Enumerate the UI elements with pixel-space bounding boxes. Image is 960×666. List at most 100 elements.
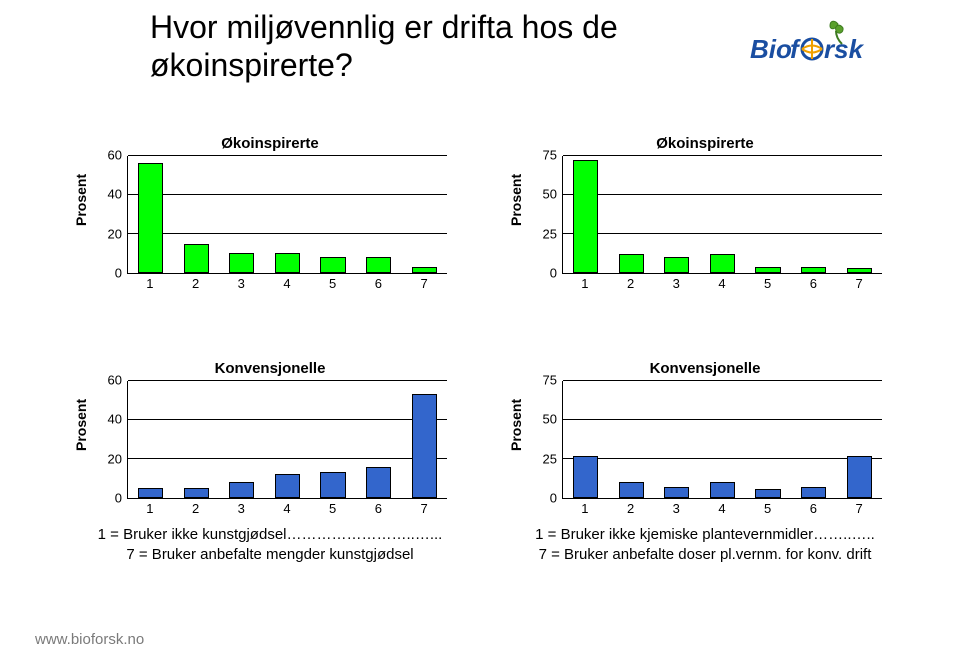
x-tick-labels: 1 2 3 4 5 6 7 xyxy=(127,501,447,521)
chart-caption: 1 = Bruker ikke kjemiske plantevernmidle… xyxy=(520,525,890,564)
bar xyxy=(275,253,300,273)
bar xyxy=(573,456,598,498)
bar xyxy=(847,456,872,498)
x-tick-label: 2 xyxy=(192,501,199,516)
x-tick-label: 3 xyxy=(673,501,680,516)
caption-line: 7 = Bruker anbefalte mengder kunstgjødse… xyxy=(85,545,455,565)
y-tick-label: 40 xyxy=(108,412,122,427)
bar xyxy=(619,482,644,498)
x-tick-label: 6 xyxy=(375,276,382,291)
x-tick-label: 3 xyxy=(673,276,680,291)
y-tick-label: 0 xyxy=(115,266,122,281)
y-tick-label: 40 xyxy=(108,187,122,202)
chart-konvensjonelle-kunstgjodsel: KonvensjonelleProsent020406012345671 = B… xyxy=(85,360,455,564)
svg-text:rsk: rsk xyxy=(824,34,865,64)
x-tick-label: 3 xyxy=(238,501,245,516)
bar xyxy=(619,254,644,273)
caption-line: 1 = Bruker ikke kunstgjødsel……………………..….… xyxy=(85,525,455,545)
bar-group xyxy=(563,381,882,498)
plot-area: 0255075 xyxy=(562,156,882,274)
x-tick-label: 1 xyxy=(581,276,588,291)
bar xyxy=(412,267,437,273)
y-tick-label: 75 xyxy=(543,148,557,163)
x-tick-label: 1 xyxy=(146,501,153,516)
chart-title: Økoinspirerte xyxy=(520,135,890,152)
x-tick-label: 2 xyxy=(627,501,634,516)
bioforsk-logo: Bio f rsk xyxy=(750,18,890,73)
y-tick-label: 50 xyxy=(543,187,557,202)
bar xyxy=(320,472,345,498)
chart-caption: 1 = Bruker ikke kunstgjødsel……………………..….… xyxy=(85,525,455,564)
y-tick-label: 50 xyxy=(543,412,557,427)
y-tick-label: 20 xyxy=(108,226,122,241)
x-tick-label: 5 xyxy=(329,276,336,291)
y-tick-label: 0 xyxy=(115,491,122,506)
bar xyxy=(366,257,391,273)
page-title: Hvor miljøvennlig er drifta hos de økoin… xyxy=(150,8,710,85)
svg-text:f: f xyxy=(790,34,801,64)
bar xyxy=(710,254,735,273)
bar xyxy=(184,488,209,498)
chart-konvensjonelle-plantevernmidler: KonvensjonelleProsent025507512345671 = B… xyxy=(520,360,890,564)
chart-title: Konvensjonelle xyxy=(520,360,890,377)
bar xyxy=(801,487,826,498)
bar xyxy=(755,267,780,273)
slide-page: Hvor miljøvennlig er drifta hos de økoin… xyxy=(0,0,960,666)
chart-plot: Prosent02550751234567 xyxy=(520,156,890,296)
x-tick-label: 4 xyxy=(283,501,290,516)
chart-plot: Prosent02550751234567 xyxy=(520,381,890,521)
svg-text:Bio: Bio xyxy=(750,34,792,64)
y-tick-label: 75 xyxy=(543,373,557,388)
y-tick-label: 0 xyxy=(550,491,557,506)
chart-title: Økoinspirerte xyxy=(85,135,455,152)
bar-group xyxy=(128,381,447,498)
bar xyxy=(710,482,735,498)
footer-url: www.bioforsk.no xyxy=(35,631,144,648)
x-tick-label: 4 xyxy=(718,276,725,291)
x-tick-label: 7 xyxy=(420,276,427,291)
x-tick-label: 5 xyxy=(329,501,336,516)
x-tick-label: 4 xyxy=(718,501,725,516)
caption-line: 1 = Bruker ikke kjemiske plantevernmidle… xyxy=(520,525,890,545)
x-tick-labels: 1234567 xyxy=(127,276,447,296)
x-tick-label: 6 xyxy=(375,501,382,516)
bar xyxy=(664,257,689,273)
y-axis-title: Prosent xyxy=(73,174,89,226)
bar xyxy=(755,489,780,498)
x-tick-label: 7 xyxy=(855,276,862,291)
bar xyxy=(275,474,300,498)
x-tick-labels: 1234567 xyxy=(562,276,882,296)
bar xyxy=(847,268,872,273)
bar xyxy=(412,394,437,498)
plot-area: 0255075 xyxy=(562,381,882,499)
chart-plot: Prosent02040601234567 xyxy=(85,381,455,521)
x-tick-label: 7 xyxy=(855,501,862,516)
x-tick-label: 1 xyxy=(581,501,588,516)
y-tick-label: 60 xyxy=(108,148,122,163)
bar xyxy=(229,482,254,498)
x-tick-label: 2 xyxy=(192,276,199,291)
title-line-2: økoinspirerte? xyxy=(150,47,353,83)
bar xyxy=(138,488,163,498)
bar xyxy=(664,487,689,498)
y-tick-label: 25 xyxy=(543,451,557,466)
y-axis-title: Prosent xyxy=(508,399,524,451)
x-tick-labels: 1234567 xyxy=(562,501,882,521)
bar xyxy=(320,257,345,273)
bar xyxy=(229,253,254,273)
y-tick-label: 20 xyxy=(108,451,122,466)
caption-line: 7 = Bruker anbefalte doser pl.vernm. for… xyxy=(520,545,890,565)
title-line-1: Hvor miljøvennlig er drifta hos de xyxy=(150,9,618,45)
x-tick-label: 7 xyxy=(420,501,427,516)
x-tick-label: 1 xyxy=(146,276,153,291)
x-tick-label: 6 xyxy=(810,276,817,291)
x-tick-label: 4 xyxy=(283,276,290,291)
y-tick-label: 0 xyxy=(550,266,557,281)
y-axis-title: Prosent xyxy=(508,174,524,226)
plot-area: 0204060 xyxy=(127,156,447,274)
chart-okoinspirerte-plantevernmidler: ØkoinspirerteProsent02550751234567 xyxy=(520,135,890,296)
bar-group xyxy=(563,156,882,273)
bar xyxy=(801,267,826,273)
y-tick-label: 25 xyxy=(543,226,557,241)
bar xyxy=(573,160,598,273)
